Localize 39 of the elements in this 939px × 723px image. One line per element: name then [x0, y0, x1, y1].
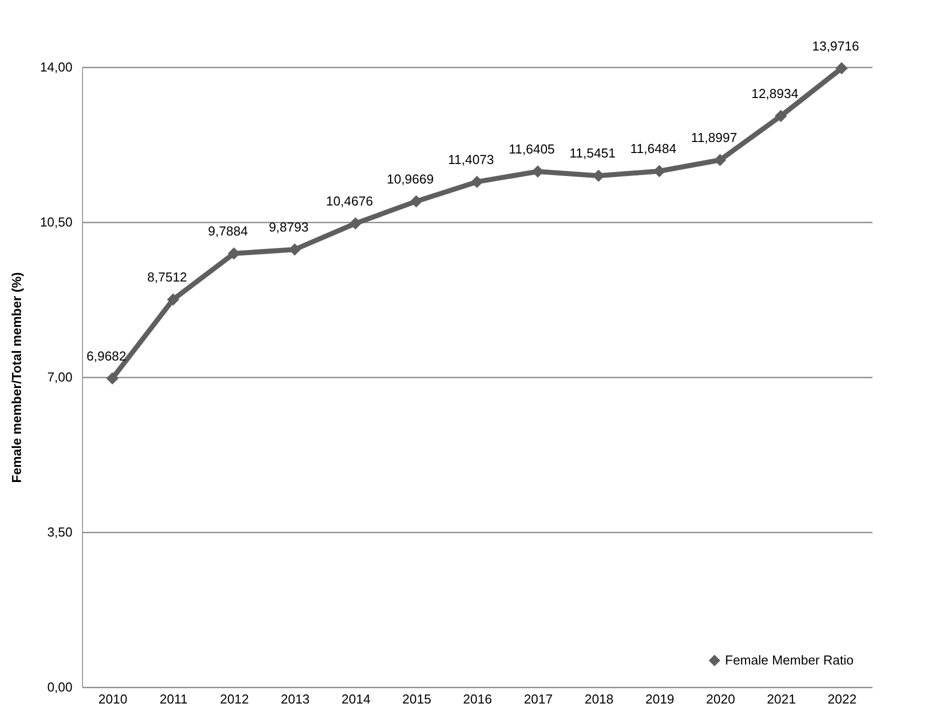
x-tick-label: 2016 [463, 692, 492, 706]
y-tick-label: 10,50 [40, 214, 72, 230]
x-tick-label: 2020 [706, 692, 736, 706]
data-label: 13,9716 [812, 38, 860, 54]
point [167, 293, 180, 306]
point [349, 217, 362, 230]
x-tick-label: 2014 [342, 692, 370, 706]
x-tick-label: 2018 [584, 692, 614, 706]
data-label: 12,8934 [751, 86, 798, 102]
data-label: 9,8793 [268, 219, 309, 234]
y-axis-title: Female member/Total member (%) [8, 272, 24, 483]
x-tick-label: 2011 [160, 692, 188, 706]
x-tick-label: 2012 [220, 692, 249, 706]
data-label: 6,9682 [86, 348, 126, 364]
x-tick-label: 2022 [828, 692, 857, 706]
point [835, 62, 848, 74]
data-label: 8,7512 [147, 269, 188, 284]
point [106, 372, 119, 385]
y-tick-label: 3,50 [47, 524, 72, 540]
data-label: 11,5451 [570, 146, 616, 161]
x-tick-label: 2019 [645, 692, 674, 706]
y-tick-label: 14,00 [40, 60, 72, 74]
data-label: 11,6405 [508, 141, 555, 156]
point [410, 195, 422, 208]
data-label: 9,7884 [208, 224, 248, 239]
data-label: 11,8997 [691, 130, 738, 146]
x-tick-label: 2013 [280, 692, 310, 706]
data-label: 11,6484 [630, 141, 676, 156]
x-tick-label: 2017 [524, 692, 553, 706]
x-tick-label: 2021 [766, 692, 796, 706]
data-label: 10,9669 [386, 171, 434, 186]
data-label: 11,4073 [448, 152, 494, 167]
y-tick-label: 0,00 [47, 680, 72, 694]
legend-label: Female Member Ratio [725, 652, 854, 668]
y-tick-label: 7,00 [47, 370, 72, 384]
data-label: 10,4676 [326, 193, 373, 208]
x-tick-label: 2015 [402, 692, 432, 706]
x-tick-label: 2010 [98, 692, 128, 706]
point [774, 110, 787, 122]
